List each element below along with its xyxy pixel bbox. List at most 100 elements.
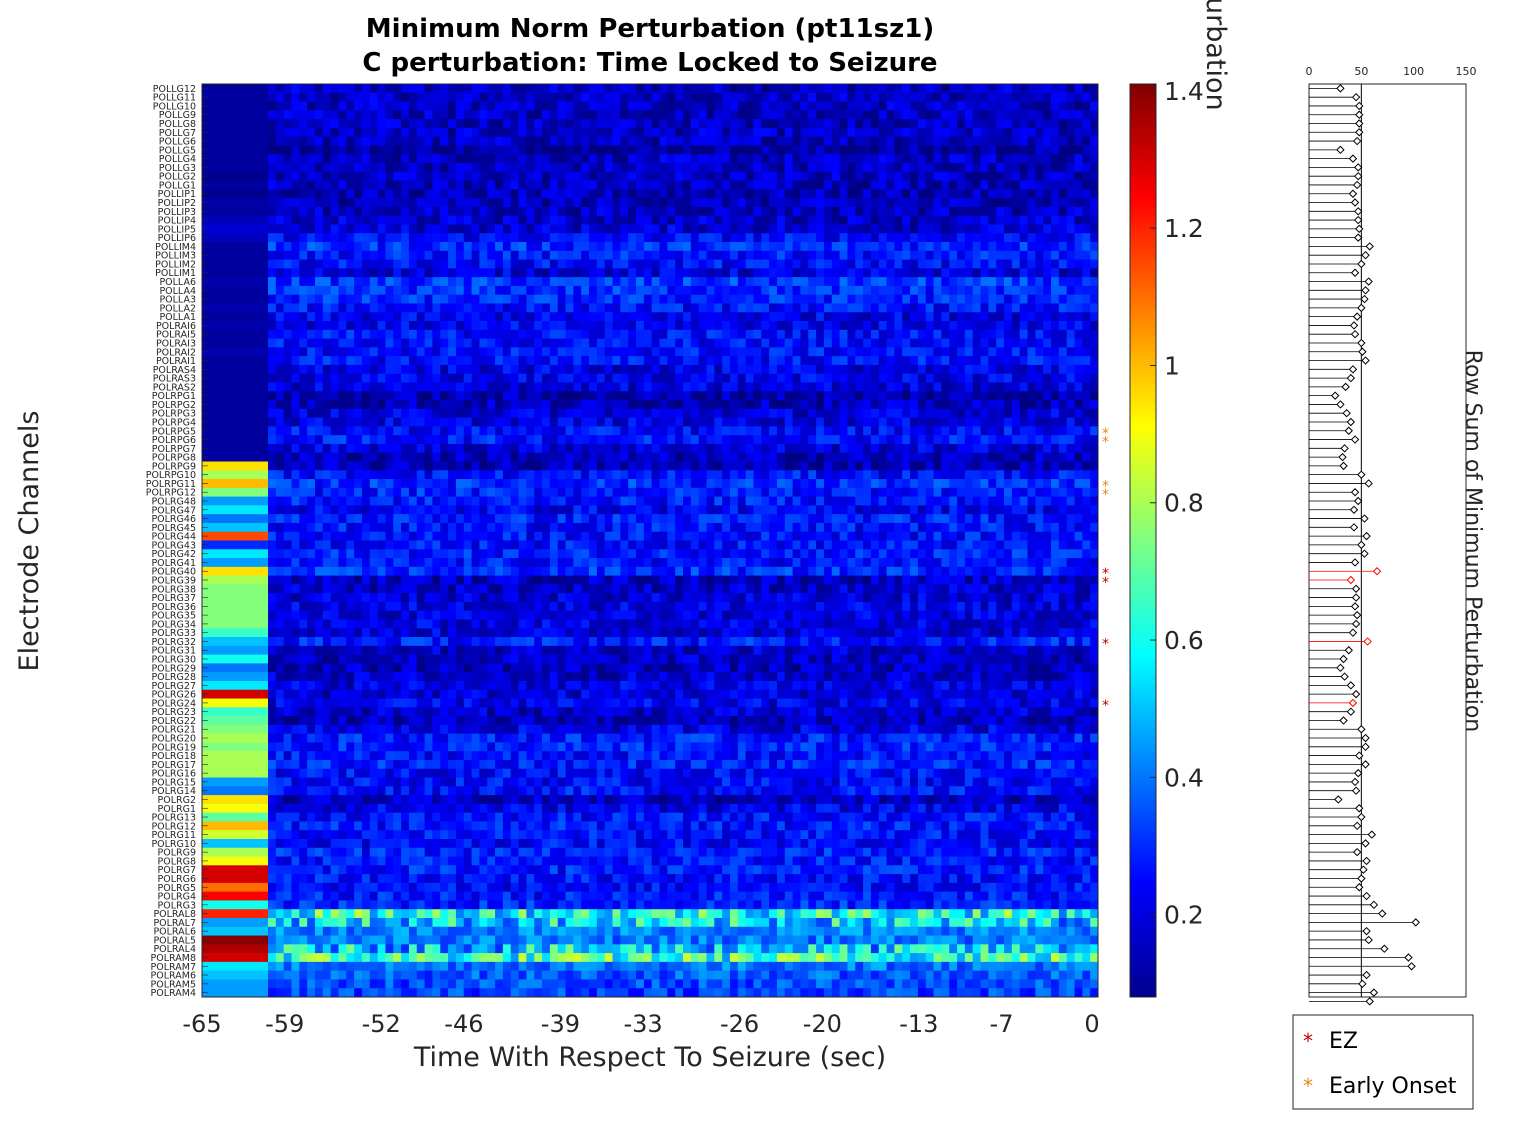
heatmap-cell — [401, 364, 410, 375]
heatmap-cell — [1043, 338, 1052, 348]
heatmap-cell — [1035, 461, 1044, 471]
heatmap-cell — [667, 259, 676, 269]
heatmap-cell — [855, 408, 864, 418]
heatmap-cell — [729, 452, 739, 462]
heatmap-cell — [1058, 452, 1068, 462]
heatmap-cell — [925, 312, 934, 322]
heatmap-cell — [369, 321, 379, 331]
heatmap-cell — [424, 84, 433, 94]
heatmap-cell — [557, 92, 566, 102]
heatmap-cell — [471, 435, 480, 445]
heatmap-cell — [722, 242, 731, 252]
heatmap-cell — [526, 189, 535, 199]
heatmap-cell — [526, 408, 535, 418]
heatmap-cell — [565, 435, 574, 445]
heatmap-cell — [831, 171, 841, 181]
heatmap-cell — [620, 382, 629, 392]
heatmap-cell — [542, 435, 551, 445]
heatmap-cell — [878, 127, 887, 138]
heatmap-cell — [941, 417, 950, 427]
heatmap-first-column-cell — [202, 285, 268, 296]
heatmap-cell — [557, 391, 566, 401]
heatmap-cell — [1043, 180, 1052, 190]
heatmap-cell — [1011, 303, 1021, 313]
heatmap-cell — [1004, 250, 1013, 260]
heatmap-cell — [581, 198, 590, 208]
heatmap-cell — [518, 189, 527, 199]
heatmap-cell — [440, 154, 449, 164]
heatmap-cell — [448, 303, 457, 313]
heatmap-cell — [1035, 136, 1044, 146]
heatmap-cell — [675, 391, 684, 401]
heatmap-cell — [440, 356, 449, 366]
heatmap-cell — [698, 479, 707, 489]
heatmap-cell — [722, 277, 731, 287]
heatmap-cell — [737, 347, 747, 357]
heatmap-cell — [510, 426, 519, 436]
heatmap-cell — [643, 224, 653, 234]
heatmap-cell — [1074, 479, 1083, 489]
heatmap-cell — [463, 145, 472, 155]
heatmap-cell — [440, 338, 449, 348]
heatmap-cell — [628, 452, 637, 462]
heatmap-cell — [369, 435, 379, 445]
heatmap-cell — [589, 364, 598, 375]
heatmap-cell — [1004, 277, 1013, 287]
heatmap-cell — [776, 110, 786, 120]
heatmap-cell — [941, 110, 950, 120]
heatmap-cell — [495, 338, 504, 348]
heatmap-cell — [737, 356, 747, 366]
heatmap-cell — [393, 285, 402, 296]
heatmap-cell — [502, 206, 512, 217]
heatmap-cell — [839, 119, 848, 129]
heatmap-cell — [581, 408, 590, 418]
heatmap-cell — [855, 461, 864, 471]
heatmap-cell — [549, 206, 559, 217]
heatmap-cell — [1082, 180, 1091, 190]
heatmap-cell — [1066, 189, 1075, 199]
heatmap-cell — [338, 294, 347, 304]
heatmap-cell — [1090, 461, 1099, 471]
heatmap-cell — [408, 312, 418, 322]
heatmap-cell — [1027, 110, 1036, 120]
heatmap-cell — [354, 470, 363, 480]
heatmap-cell — [659, 92, 668, 102]
heatmap-cell — [487, 119, 496, 129]
heatmap-cell — [440, 171, 449, 181]
heatmap-cell — [487, 163, 496, 173]
heatmap-cell — [1004, 373, 1013, 383]
heatmap-cell — [1011, 119, 1021, 129]
heatmap-cell — [722, 215, 731, 225]
heatmap-cell — [495, 101, 504, 111]
heatmap-cell — [471, 180, 480, 190]
heatmap-cell — [996, 426, 1005, 436]
heatmap-cell — [518, 110, 527, 120]
heatmap-cell — [722, 294, 731, 304]
heatmap-cell — [957, 400, 966, 410]
heatmap-cell — [902, 408, 911, 418]
heatmap-cell — [283, 285, 292, 296]
heatmap-cell — [949, 154, 958, 164]
heatmap-cell — [495, 198, 504, 208]
heatmap-cell — [972, 303, 981, 313]
heatmap-cell — [722, 364, 731, 375]
heatmap-cell — [1090, 400, 1099, 410]
heatmap-cell — [690, 452, 700, 462]
heatmap-cell — [620, 356, 629, 366]
heatmap-cell — [604, 487, 613, 498]
heatmap-cell — [346, 338, 355, 348]
heatmap-cell — [589, 338, 598, 348]
heatmap-cell — [448, 347, 457, 357]
heatmap-cell — [487, 338, 496, 348]
heatmap-cell — [683, 154, 692, 164]
heatmap-cell — [1004, 470, 1013, 480]
heatmap-cell — [847, 277, 856, 287]
heatmap-cell — [910, 233, 919, 243]
heatmap-cell — [839, 233, 848, 243]
heatmap-cell — [299, 470, 308, 480]
heatmap-cell — [377, 250, 386, 260]
heatmap-cell — [847, 110, 856, 120]
heatmap-cell — [604, 461, 613, 471]
heatmap-cell — [440, 321, 449, 331]
heatmap-cell — [683, 250, 692, 260]
